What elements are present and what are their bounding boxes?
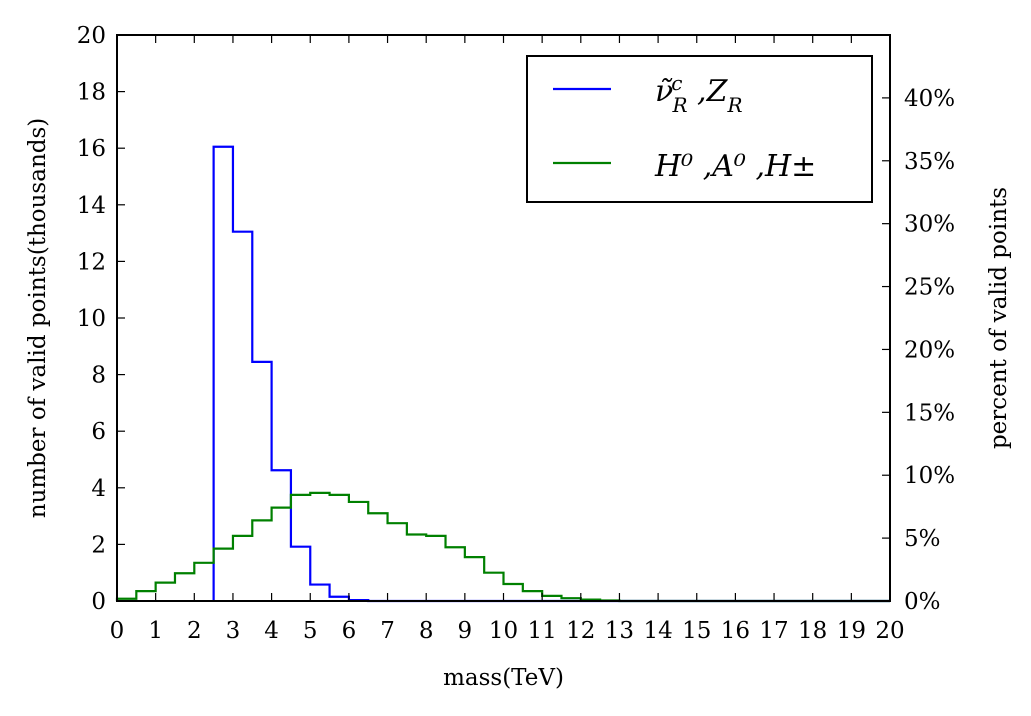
y2-tick-label: 30% <box>904 212 955 238</box>
y-tick-label: 6 <box>91 419 106 445</box>
x-tick-label: 2 <box>187 618 202 644</box>
y-tick-label: 10 <box>77 306 106 332</box>
x-tick-label: 11 <box>528 618 557 644</box>
x-tick-label: 6 <box>342 618 357 644</box>
y-tick-label: 18 <box>77 80 106 106</box>
y2-tick-label: 5% <box>904 526 941 552</box>
x-tick-label: 5 <box>303 618 318 644</box>
x-tick-label: 7 <box>380 618 395 644</box>
y-tick-label: 12 <box>77 249 106 275</box>
y2-tick-label: 35% <box>904 149 955 175</box>
y-tick-label: 2 <box>91 532 106 558</box>
y-tick-label: 0 <box>91 589 106 615</box>
x-axis-title: mass(TeV) <box>443 665 564 691</box>
legend: ν̃c R ,ZR H⁰ ,A⁰ ,H± <box>526 55 873 203</box>
x-tick-label: 19 <box>837 618 866 644</box>
y2-tick-label: 10% <box>904 463 955 489</box>
x-tick-label: 13 <box>605 618 634 644</box>
x-tick-label: 16 <box>721 618 750 644</box>
histogram-series-2 <box>115 491 890 603</box>
y2-tick-label: 25% <box>904 275 955 301</box>
y2-tick-label: 20% <box>904 337 955 363</box>
x-tick-label: 3 <box>226 618 241 644</box>
x-tick-label: 17 <box>759 618 788 644</box>
x-tick-label: 10 <box>489 618 518 644</box>
x-tick-label: 12 <box>566 618 595 644</box>
y2-tick-label: 40% <box>904 86 955 112</box>
legend-label-2: H⁰ ,A⁰ ,H± <box>654 149 816 184</box>
x-tick-label: 20 <box>875 618 904 644</box>
x-tick-label: 9 <box>458 618 473 644</box>
y2-tick-label: 0% <box>904 589 941 615</box>
x-tick-label: 8 <box>419 618 434 644</box>
y-tick-label: 16 <box>77 136 106 162</box>
x-tick-label: 18 <box>798 618 827 644</box>
histogram-series-1 <box>212 145 890 603</box>
legend-label-1: ν̃c R ,ZR <box>655 71 743 117</box>
ticks-layer: 0 1 2 3 4 5 6 7 8 9 10 11 12 13 14 15 16 17 18 19 2002468101… <box>77 23 955 644</box>
y-axis-title: number of valid points(thousands) <box>25 118 51 519</box>
y-tick-label: 8 <box>91 363 106 389</box>
x-tick-label: 0 <box>110 618 125 644</box>
y-tick-label: 20 <box>77 23 106 49</box>
y2-axis-title: percent of valid points <box>986 187 1012 449</box>
y-tick-label: 4 <box>91 476 106 502</box>
x-tick-label: 1 <box>148 618 163 644</box>
x-tick-label: 14 <box>643 618 672 644</box>
x-tick-label: 15 <box>682 618 711 644</box>
y2-tick-label: 15% <box>904 400 955 426</box>
legend-box <box>526 55 873 203</box>
series-layer <box>115 145 890 603</box>
x-tick-label: 4 <box>264 618 279 644</box>
y-tick-label: 14 <box>77 193 106 219</box>
